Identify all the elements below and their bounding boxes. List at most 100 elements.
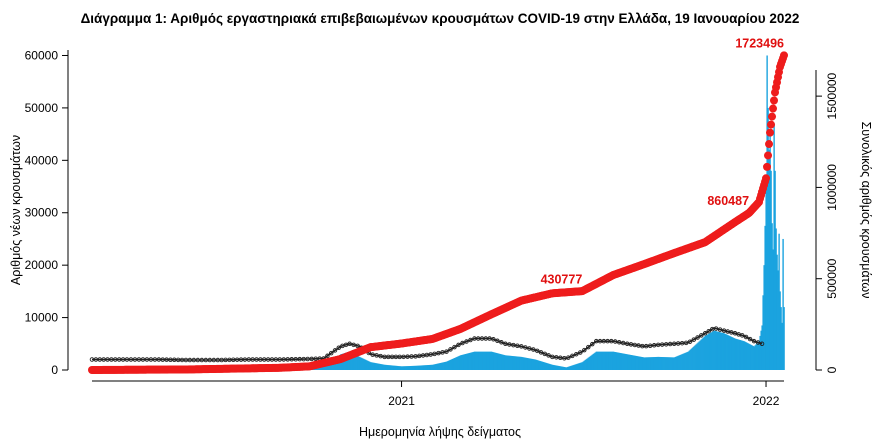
average-point (713, 326, 719, 331)
daily-bar (453, 358, 456, 370)
annotations: 430777 860487 1723496 (541, 36, 784, 286)
daily-bar (445, 361, 448, 370)
daily-bar (365, 359, 367, 370)
daily-bar (733, 338, 735, 370)
daily-bar (593, 353, 596, 370)
daily-bar (764, 225, 766, 370)
daily-bar (561, 366, 564, 370)
daily-bar (683, 353, 685, 370)
cumulative-point (770, 96, 779, 105)
daily-bar (363, 358, 365, 370)
daily-bar (409, 365, 412, 370)
daily-bar (412, 365, 415, 370)
daily-bar (704, 335, 706, 370)
daily-bar (646, 357, 648, 370)
daily-bar (658, 356, 660, 370)
daily-bar (580, 362, 583, 370)
average-point (743, 334, 749, 340)
daily-bar (689, 349, 691, 370)
daily-bar (413, 365, 416, 370)
daily-bar (498, 353, 501, 370)
daily-bar (521, 357, 524, 370)
daily-bar (441, 362, 444, 370)
daily-bar (670, 357, 672, 370)
average-point (444, 349, 449, 354)
daily-bar (367, 360, 369, 370)
daily-bar (748, 343, 750, 370)
daily-bar (703, 336, 705, 370)
daily-bar (715, 331, 717, 370)
average-point (616, 340, 622, 345)
daily-bar (499, 354, 502, 370)
daily-bar (700, 339, 702, 370)
daily-bar (449, 359, 452, 370)
daily-bar (645, 357, 647, 370)
daily-bar (759, 335, 761, 370)
daily-bar (388, 365, 391, 370)
average-point (527, 346, 532, 351)
daily-bar (673, 357, 675, 370)
daily-bar (531, 358, 534, 370)
average-point (336, 345, 342, 351)
daily-bar (394, 365, 397, 370)
average-point (511, 342, 516, 348)
daily-bar (638, 356, 641, 370)
average-point (717, 327, 723, 332)
average-point (534, 348, 540, 354)
daily-bar (535, 359, 538, 370)
daily-bar (612, 351, 615, 370)
daily-bar (354, 354, 356, 370)
daily-bar (772, 249, 774, 370)
average-point (546, 353, 551, 358)
daily-bar (640, 356, 643, 370)
average-point (456, 342, 461, 348)
y2-tick-label: 500000 (825, 258, 839, 298)
daily-bar (366, 360, 368, 370)
average-point (586, 344, 591, 350)
daily-bar (783, 307, 785, 370)
daily-bar (576, 363, 579, 370)
average-point (574, 351, 579, 357)
average-point (566, 355, 571, 360)
average-point (491, 337, 496, 342)
daily-bar (714, 330, 716, 370)
daily-bar (701, 338, 703, 370)
daily-bar (636, 356, 639, 370)
daily-bar (567, 366, 570, 370)
daily-bar (647, 357, 649, 370)
daily-bar (717, 331, 719, 370)
daily-bar (551, 364, 554, 370)
daily-bar (558, 366, 561, 370)
daily-bar (432, 364, 435, 370)
average-point (747, 336, 753, 342)
daily-bar (505, 355, 508, 370)
daily-bar (508, 355, 511, 370)
daily-bar (468, 352, 471, 370)
daily-bar (466, 353, 469, 370)
daily-bar (592, 353, 595, 370)
daily-bar (639, 356, 642, 370)
daily-bar (607, 351, 610, 370)
daily-bar (721, 332, 723, 370)
average-line (92, 327, 763, 361)
daily-bar (591, 354, 594, 370)
daily-bar (724, 333, 726, 370)
daily-bar (617, 352, 620, 370)
daily-bar (597, 351, 600, 370)
daily-bar (536, 360, 539, 370)
daily-bar (486, 351, 489, 370)
daily-bar (547, 363, 550, 370)
daily-bar (628, 354, 631, 370)
daily-bar (352, 353, 354, 370)
average-point (582, 347, 587, 353)
daily-bar (619, 352, 622, 370)
daily-bar (513, 356, 516, 370)
daily-bar (414, 365, 417, 370)
daily-bar (657, 356, 659, 370)
daily-bar (495, 352, 498, 370)
daily-bar (725, 334, 727, 370)
daily-bar (488, 351, 491, 370)
daily-bar (642, 357, 645, 370)
daily-bar (737, 339, 739, 370)
